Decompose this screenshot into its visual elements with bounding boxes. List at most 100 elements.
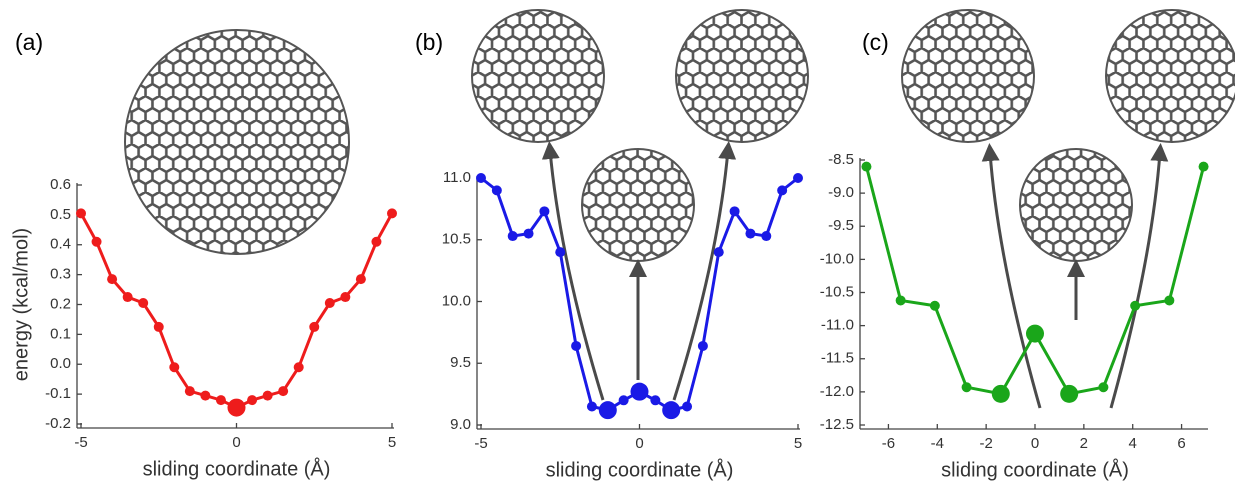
y-tick-label: 0.2: [50, 295, 71, 312]
data-point: [1098, 382, 1108, 392]
data-point: [278, 386, 288, 396]
x-tick-label: 5: [388, 434, 396, 451]
highlighted-point: [228, 399, 246, 417]
data-point: [619, 395, 629, 405]
y-tick-label: 10.5: [442, 231, 471, 248]
data-point: [387, 208, 397, 218]
molecule: [582, 149, 694, 261]
x-axis-label: sliding coordinate (Å): [941, 458, 1129, 481]
data-point: [539, 206, 549, 216]
y-tick-label: 11.0: [443, 169, 471, 186]
molecule: [1020, 149, 1132, 261]
data-point: [154, 322, 164, 332]
data-point: [587, 401, 597, 411]
data-point: [492, 185, 502, 195]
data-point: [185, 386, 195, 396]
y-tick-label: 0.1: [50, 325, 71, 342]
y-tick-label: -9.5: [828, 217, 854, 234]
x-tick-label: -6: [882, 435, 895, 452]
y-tick-label: 0.5: [50, 206, 71, 223]
x-tick-label: -2: [979, 435, 992, 452]
data-point: [356, 274, 366, 284]
y-tick-label: -0.2: [45, 415, 71, 432]
data-point: [325, 298, 335, 308]
data-point: [123, 292, 133, 302]
molecule: [125, 30, 349, 254]
data-point: [107, 274, 117, 284]
highlighted-point: [631, 383, 649, 401]
y-tick-label: -10.0: [820, 250, 854, 267]
data-point: [1199, 162, 1209, 172]
highlighted-point: [1026, 325, 1044, 343]
data-point: [263, 391, 273, 401]
data-point: [650, 395, 660, 405]
data-point: [76, 208, 86, 218]
y-tick-label: -12.5: [820, 416, 854, 433]
molecule: [1106, 10, 1235, 142]
molecules: [125, 10, 1235, 261]
y-tick-label: -11.0: [821, 317, 854, 334]
data-point: [1164, 295, 1174, 305]
figure: (a) -0.2 -0.1 0.0 0.1 0.2 0.3 0.4 0.5 0.6 -5 0 5 slid…: [0, 0, 1235, 482]
data-point: [698, 341, 708, 351]
x-tick-label: 0: [1031, 435, 1039, 452]
x-tick-label: 2: [1080, 435, 1088, 452]
molecule: [676, 10, 808, 142]
x-tick-label: 6: [1177, 435, 1185, 452]
x-tick-label: -5: [474, 435, 487, 452]
y-tick-label: 0.0: [50, 355, 71, 372]
y-tick-label: 0.4: [50, 236, 71, 253]
y-tick-label: 9.5: [450, 354, 471, 371]
data-point: [92, 237, 102, 247]
x-tick-label: -5: [74, 434, 87, 451]
data-point: [962, 382, 972, 392]
y-tick-label: 0.3: [50, 266, 71, 283]
data-point: [1130, 301, 1140, 311]
data-point: [508, 231, 518, 241]
x-tick-label: 5: [794, 435, 802, 452]
data-point: [216, 395, 226, 405]
x-axis-label: sliding coordinate (Å): [143, 457, 331, 480]
data-point: [745, 229, 755, 239]
panel-label: (a): [15, 29, 43, 55]
x-tick-label: 4: [1129, 435, 1137, 452]
data-point: [200, 391, 210, 401]
y-tick-label: -0.1: [45, 385, 71, 402]
panel-label: (c): [862, 29, 889, 55]
data-point: [761, 231, 771, 241]
y-tick-label: 9.0: [450, 416, 471, 433]
y-tick-label: -8.5: [828, 151, 854, 168]
data-point: [793, 173, 803, 183]
y-tick-label: -11.5: [821, 350, 854, 367]
highlighted-point: [1060, 385, 1078, 403]
highlighted-point: [599, 401, 617, 419]
panel-label: (b): [415, 29, 443, 55]
y-tick-label: -10.5: [820, 283, 854, 300]
highlighted-point: [992, 385, 1010, 403]
molecule: [472, 10, 604, 142]
data-point: [294, 362, 304, 372]
data-point: [169, 362, 179, 372]
data-point: [555, 247, 565, 257]
data-point: [714, 247, 724, 257]
x-tick-label: -4: [931, 435, 944, 452]
data-point: [371, 237, 381, 247]
data-point: [309, 322, 319, 332]
data-point: [476, 173, 486, 183]
data-point: [524, 229, 534, 239]
molecule: [902, 10, 1034, 142]
data-point: [896, 295, 906, 305]
data-point: [138, 298, 148, 308]
data-point: [777, 185, 787, 195]
y-tick-label: 0.6: [50, 176, 71, 193]
y-axis-label: energy (kcal/mol): [10, 228, 32, 381]
data-point: [247, 395, 257, 405]
highlighted-point: [662, 401, 680, 419]
y-tick-label: -9.0: [828, 184, 854, 201]
data-point: [571, 341, 581, 351]
y-tick-label: 10.0: [442, 292, 471, 309]
data-point: [682, 401, 692, 411]
x-tick-label: 0: [635, 435, 643, 452]
y-tick-label: -12.0: [820, 383, 854, 400]
data-point: [861, 162, 871, 172]
